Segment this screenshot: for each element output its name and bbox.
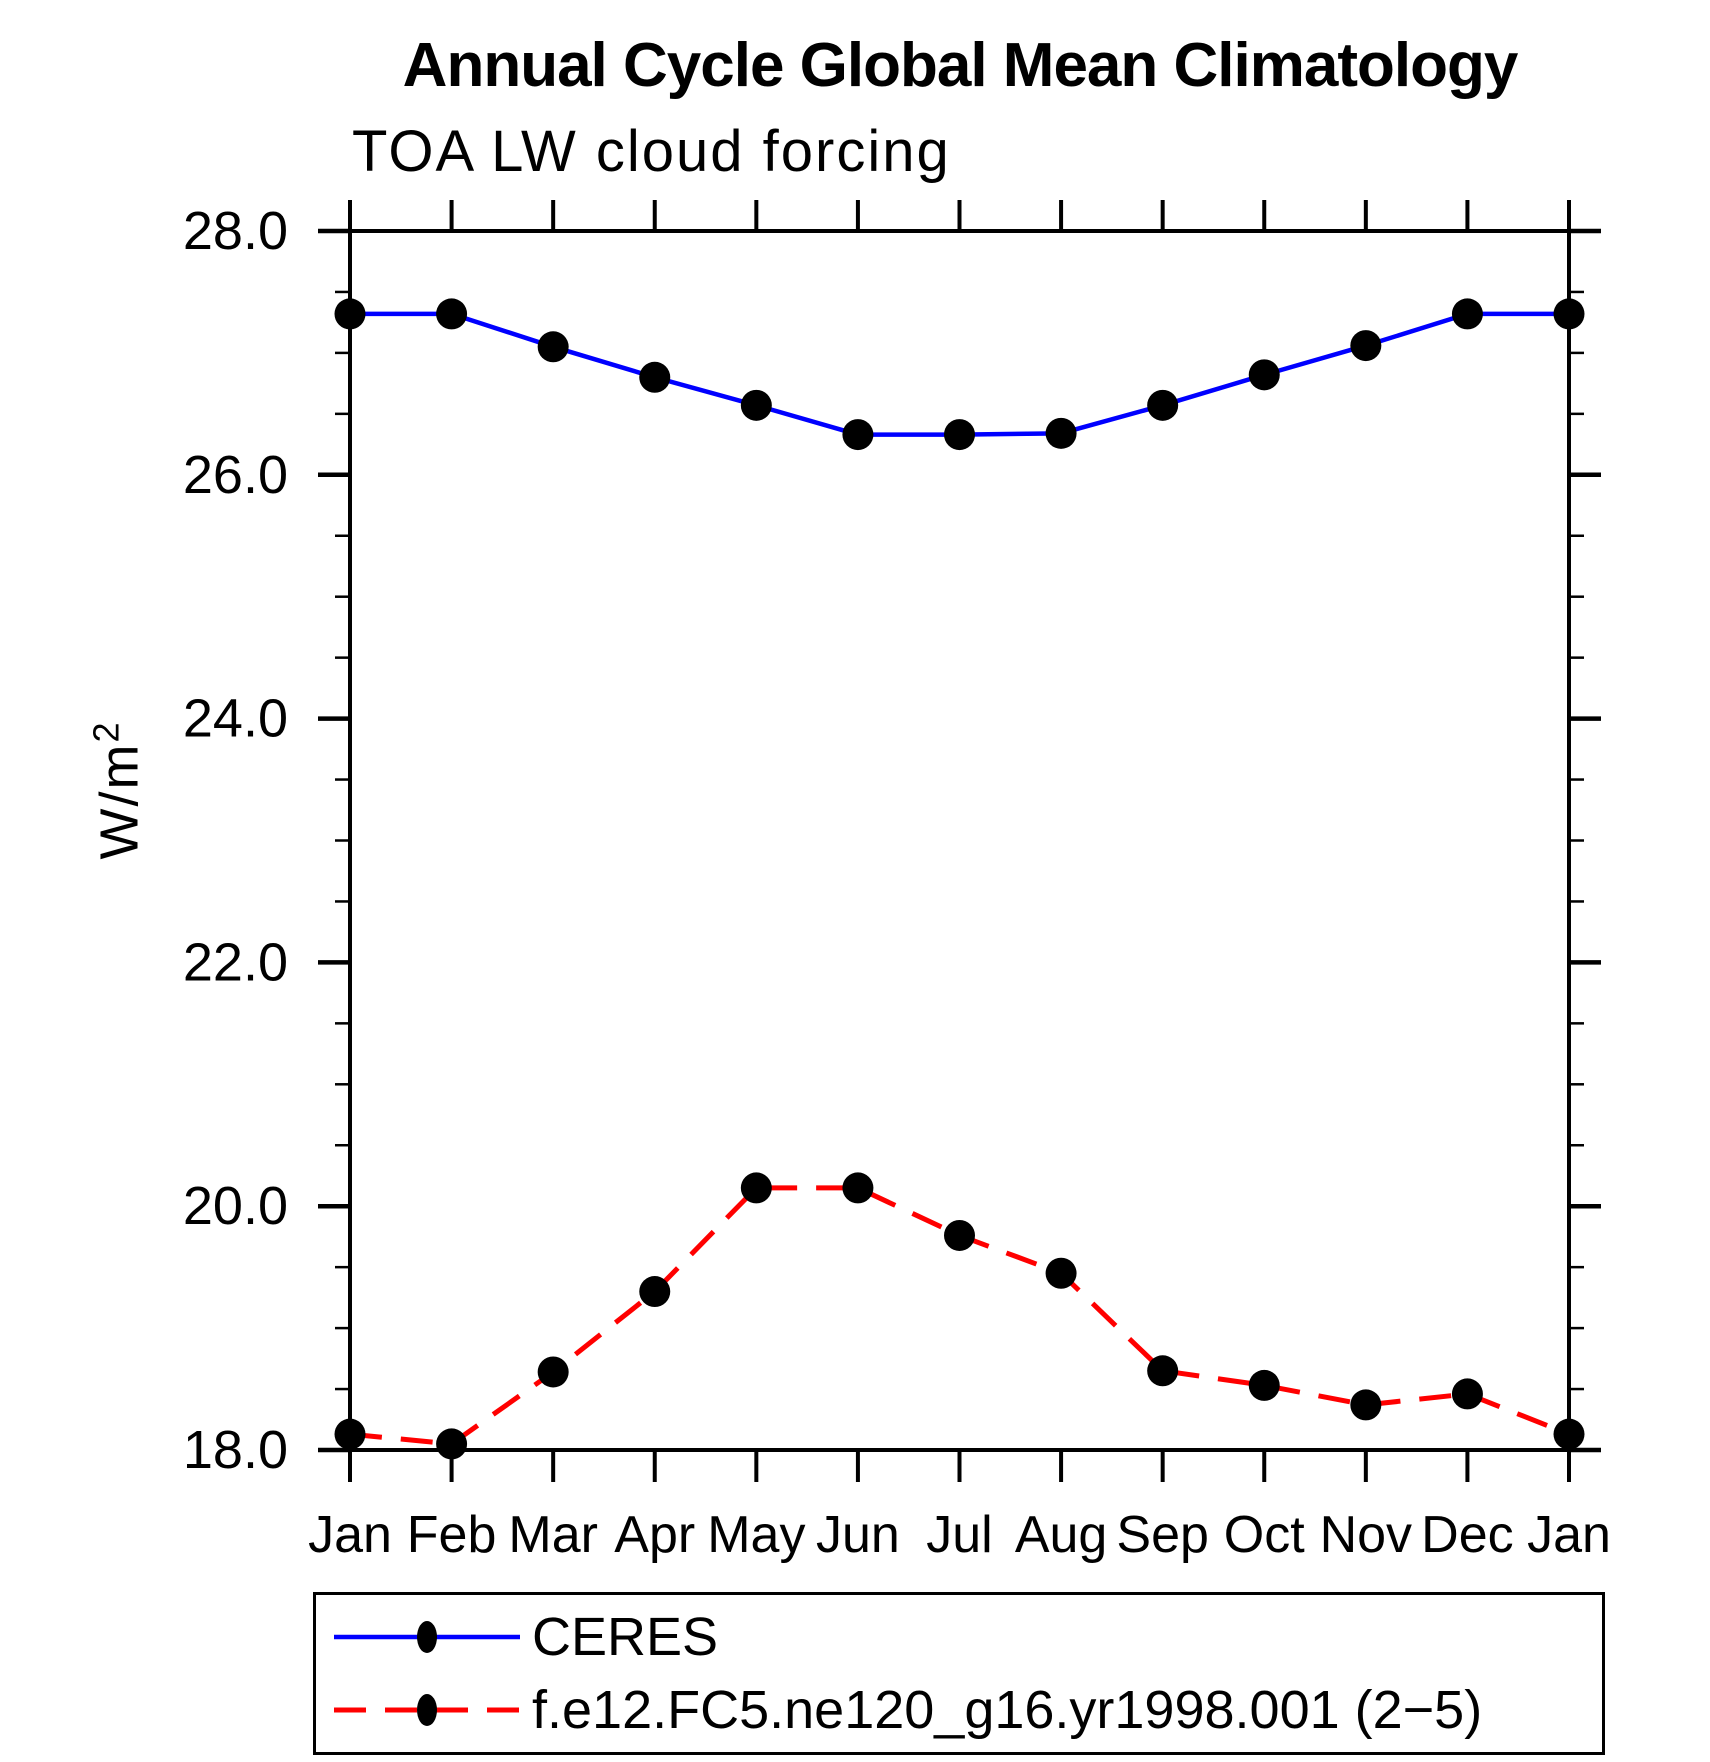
data-point-model-jun-5 xyxy=(842,1172,874,1204)
data-point-model-may-4 xyxy=(740,1172,772,1204)
data-point-model-apr-3 xyxy=(639,1276,671,1308)
x-tick-label: Nov xyxy=(1320,1506,1412,1564)
data-point-ceres-sep-8 xyxy=(1147,389,1179,421)
x-tick-label: May xyxy=(707,1506,805,1564)
legend-box: CERES f.e12.FC5.ne120_g16.yr1998.001 (2−… xyxy=(313,1592,1605,1755)
data-point-model-feb-1 xyxy=(436,1428,468,1460)
data-point-ceres-apr-3 xyxy=(639,361,671,393)
legend-item-ceres: CERES xyxy=(316,1605,1602,1669)
legend-label-model: f.e12.FC5.ne120_g16.yr1998.001 (2−5) xyxy=(532,1680,1483,1741)
data-point-ceres-feb-1 xyxy=(436,298,468,330)
x-tick-label: Jan xyxy=(1527,1506,1611,1564)
data-point-ceres-dec-11 xyxy=(1451,298,1483,330)
data-point-ceres-nov-10 xyxy=(1350,330,1382,362)
data-point-model-aug-7 xyxy=(1045,1257,1077,1289)
data-point-model-jan-12 xyxy=(1553,1418,1585,1450)
data-point-ceres-jan-0 xyxy=(334,298,366,330)
y-tick-label: 28.0 xyxy=(183,201,288,261)
y-tick-label: 26.0 xyxy=(183,445,288,505)
x-tick-label: Apr xyxy=(614,1506,695,1564)
y-tick-label: 18.0 xyxy=(183,1420,288,1480)
data-point-model-jul-6 xyxy=(944,1219,975,1251)
legend-item-model: f.e12.FC5.ne120_g16.yr1998.001 (2−5) xyxy=(316,1678,1602,1742)
data-point-ceres-jul-6 xyxy=(944,419,975,451)
data-point-ceres-aug-7 xyxy=(1045,417,1077,449)
series-line-ceres xyxy=(350,311,1569,437)
plot-frame xyxy=(348,229,1571,1452)
data-point-model-nov-10 xyxy=(1350,1389,1382,1421)
x-tick-label: Jun xyxy=(816,1506,900,1564)
chart-title: Annual Cycle Global Mean Climatology xyxy=(402,31,1519,100)
data-point-model-dec-11 xyxy=(1451,1378,1483,1410)
y-tick-label: 20.0 xyxy=(183,1176,288,1236)
x-tick-label: Dec xyxy=(1421,1506,1513,1564)
data-point-ceres-oct-9 xyxy=(1248,359,1280,391)
data-point-model-sep-8 xyxy=(1147,1355,1179,1387)
data-point-model-mar-2 xyxy=(537,1356,569,1388)
x-tick-label: Feb xyxy=(407,1506,497,1564)
x-tick-label: Mar xyxy=(508,1506,598,1564)
data-point-ceres-jan-12 xyxy=(1553,298,1585,330)
model-sample-marker-icon xyxy=(417,1694,437,1727)
x-tick-label: Sep xyxy=(1116,1506,1209,1564)
data-point-model-oct-9 xyxy=(1248,1369,1280,1401)
model-legend-sample xyxy=(334,1694,520,1727)
data-point-ceres-jun-5 xyxy=(842,419,874,451)
chart-subtitle: TOA LW cloud forcing xyxy=(352,119,951,184)
y-tick-label: 22.0 xyxy=(183,932,288,992)
x-tick-label: Oct xyxy=(1224,1506,1305,1564)
ceres-legend-sample xyxy=(334,1620,520,1653)
x-tick-label: Jul xyxy=(926,1506,992,1564)
data-point-ceres-may-4 xyxy=(740,389,772,421)
data-point-model-jan-0 xyxy=(334,1418,366,1450)
data-point-ceres-mar-2 xyxy=(537,331,569,363)
y-tick-label: 24.0 xyxy=(183,689,288,749)
x-tick-label: Jan xyxy=(308,1506,392,1564)
ceres-sample-marker-icon xyxy=(417,1620,437,1653)
legend-label-ceres: CERES xyxy=(532,1606,719,1667)
x-tick-label: Aug xyxy=(1015,1506,1108,1564)
